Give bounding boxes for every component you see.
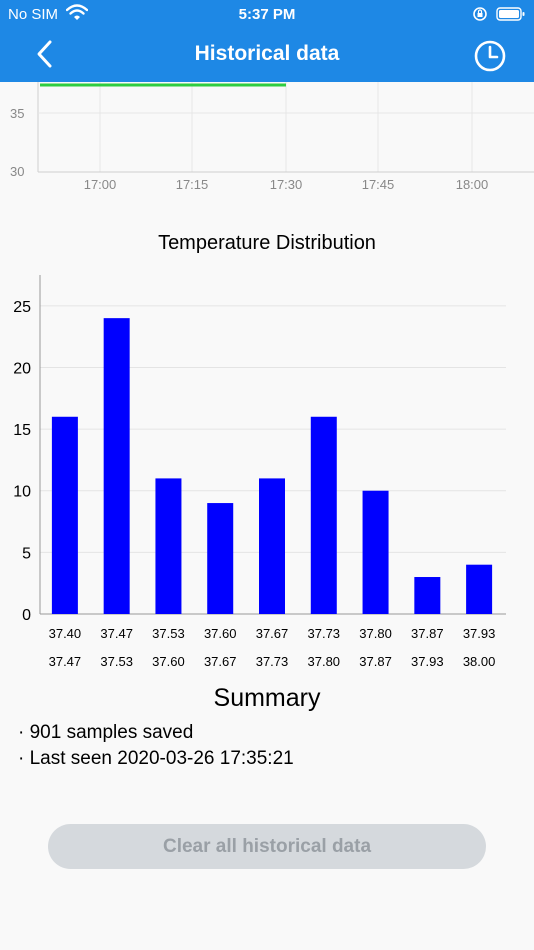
bin-lower-label: 37.80: [359, 626, 392, 641]
clear-history-button[interactable]: Clear all historical data: [48, 824, 486, 869]
chevron-left-icon: [37, 40, 52, 68]
x-tick-label: 18:00: [456, 177, 489, 192]
y-tick-label: 15: [13, 422, 31, 439]
bin-upper-label: 37.53: [100, 654, 133, 669]
summary-samples-count: 901 samples saved: [18, 720, 294, 746]
page-title: Historical data: [194, 42, 340, 65]
temperature-distribution-chart: 0 5 10 15 20 25 37.40 37.47 37.47 37.53 37.53 37.60…: [13, 275, 506, 669]
histogram-bar: [466, 564, 493, 614]
bin-lower-label: 37.53: [152, 626, 185, 641]
top-bar: No SIM 5:37 PM: [0, 0, 534, 82]
status-bar: No SIM 5:37 PM: [0, 0, 534, 28]
y-tick-label: 5: [22, 545, 31, 562]
bin-lower-label: 37.47: [100, 626, 133, 641]
histogram-bar: [207, 503, 234, 614]
bin-upper-label: 37.67: [204, 654, 237, 669]
bin-upper-label: 37.73: [256, 654, 289, 669]
summary-last-seen: Last seen 2020-03-26 17:35:21: [18, 746, 294, 772]
wifi-icon: [65, 4, 89, 26]
bin-upper-label: 37.60: [152, 654, 185, 669]
x-tick-label: 17:15: [176, 177, 209, 192]
bin-upper-label: 37.87: [359, 654, 392, 669]
chart-title: Temperature Distribution: [158, 232, 376, 254]
y-tick-label: 10: [13, 484, 31, 501]
bin-lower-label: 37.60: [204, 626, 237, 641]
histogram-bar: [259, 478, 285, 614]
bin-lower-label: 37.73: [308, 626, 341, 641]
bin-upper-label: 37.47: [49, 654, 82, 669]
bin-lower-label: 37.93: [463, 626, 496, 641]
y-tick-label: 35: [10, 106, 24, 121]
bin-lower-label: 37.40: [49, 626, 82, 641]
x-tick-label: 17:00: [84, 177, 117, 192]
histogram-bar: [310, 416, 337, 614]
rotation-lock-icon: [472, 6, 488, 26]
summary-list: 901 samples saved Last seen 2020-03-26 1…: [18, 720, 294, 772]
battery-icon: [496, 6, 526, 26]
histogram-bar: [362, 490, 389, 614]
bin-upper-label: 37.93: [411, 654, 444, 669]
status-time: 5:37 PM: [238, 6, 296, 23]
history-button[interactable]: [472, 38, 508, 74]
temperature-line-chart: 35 30 17:00 17:15 17:30 17:45 18:00: [10, 82, 534, 192]
y-tick-label: 25: [13, 299, 31, 316]
x-tick-label: 17:45: [362, 177, 395, 192]
histogram-bar: [51, 416, 78, 614]
y-tick-label: 30: [10, 164, 24, 179]
clock-icon: [474, 40, 506, 72]
carrier-label: No SIM: [8, 6, 59, 23]
y-tick-label: 0: [22, 607, 31, 624]
x-tick-label: 17:30: [270, 177, 303, 192]
bin-lower-label: 37.87: [411, 626, 444, 641]
summary-title: Summary: [213, 684, 321, 712]
histogram-bar: [103, 318, 130, 614]
histogram-bar: [414, 577, 441, 614]
histogram-bar: [155, 478, 182, 614]
y-tick-label: 20: [13, 360, 31, 377]
back-button[interactable]: [32, 38, 62, 70]
bin-upper-label: 38.00: [463, 654, 496, 669]
bin-lower-label: 37.67: [256, 626, 289, 641]
bin-upper-label: 37.80: [308, 654, 341, 669]
